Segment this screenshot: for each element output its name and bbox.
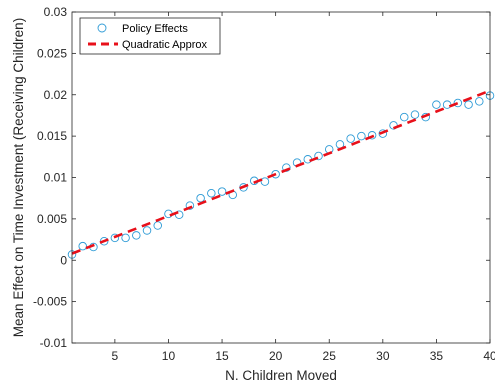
data-point [207, 188, 216, 198]
y-tick-label: -0.01 [40, 336, 68, 350]
legend-marker-policy-effects [97, 23, 107, 33]
legend-label-quadratic-approx: Quadratic Approx [122, 39, 207, 51]
data-point [314, 151, 323, 161]
data-point [464, 100, 473, 109]
data-point [153, 221, 162, 230]
x-tick-label: 40 [483, 349, 495, 363]
data-point [110, 233, 120, 243]
x-tick-label: 25 [323, 349, 337, 363]
y-axis-label: Mean Effect on Time Investment (Receivin… [11, 18, 26, 337]
legend: Policy Effects Quadratic Approx [79, 17, 221, 55]
y-tick-label: 0.015 [37, 129, 67, 143]
data-point [432, 100, 441, 109]
data-point [271, 169, 280, 179]
axes: 5 10 15 20 25 30 35 40 -0.01 -0.005 0 0.005 0.01 0.01… [33, 5, 495, 363]
data-point [78, 241, 87, 251]
data-point [378, 129, 388, 138]
data-point [410, 110, 420, 119]
data-point [400, 112, 409, 122]
x-tick-label: 10 [162, 349, 176, 363]
data-point [453, 98, 463, 108]
legend-label-policy-effects: Policy Effects [122, 23, 188, 35]
y-tick-label: 0.025 [37, 46, 67, 60]
y-tick-label: 0.02 [44, 88, 68, 102]
plot-area [67, 89, 495, 259]
x-tick-label: 20 [269, 349, 283, 363]
data-point [260, 177, 270, 186]
y-tick-label: 0.03 [44, 5, 68, 19]
y-tick-label: 0.005 [37, 212, 67, 226]
data-point [121, 233, 130, 243]
data-point [367, 131, 377, 140]
data-point [475, 97, 484, 106]
data-point [142, 226, 152, 235]
x-tick-label: 15 [215, 349, 229, 363]
data-point [346, 134, 355, 143]
data-point [185, 201, 195, 210]
y-tick-label: -0.005 [33, 295, 67, 309]
x-tick-label: 35 [430, 349, 444, 363]
y-tick-label: 0 [60, 253, 67, 267]
data-point [132, 231, 141, 240]
x-tick-label: 5 [112, 349, 119, 363]
x-axis-label: N. Children Moved [225, 368, 337, 383]
data-point [174, 210, 184, 219]
data-point [196, 193, 205, 203]
x-tick-label: 30 [376, 349, 390, 363]
data-point [357, 131, 366, 141]
data-point [217, 187, 227, 196]
y-tick-label: 0.01 [44, 171, 68, 185]
